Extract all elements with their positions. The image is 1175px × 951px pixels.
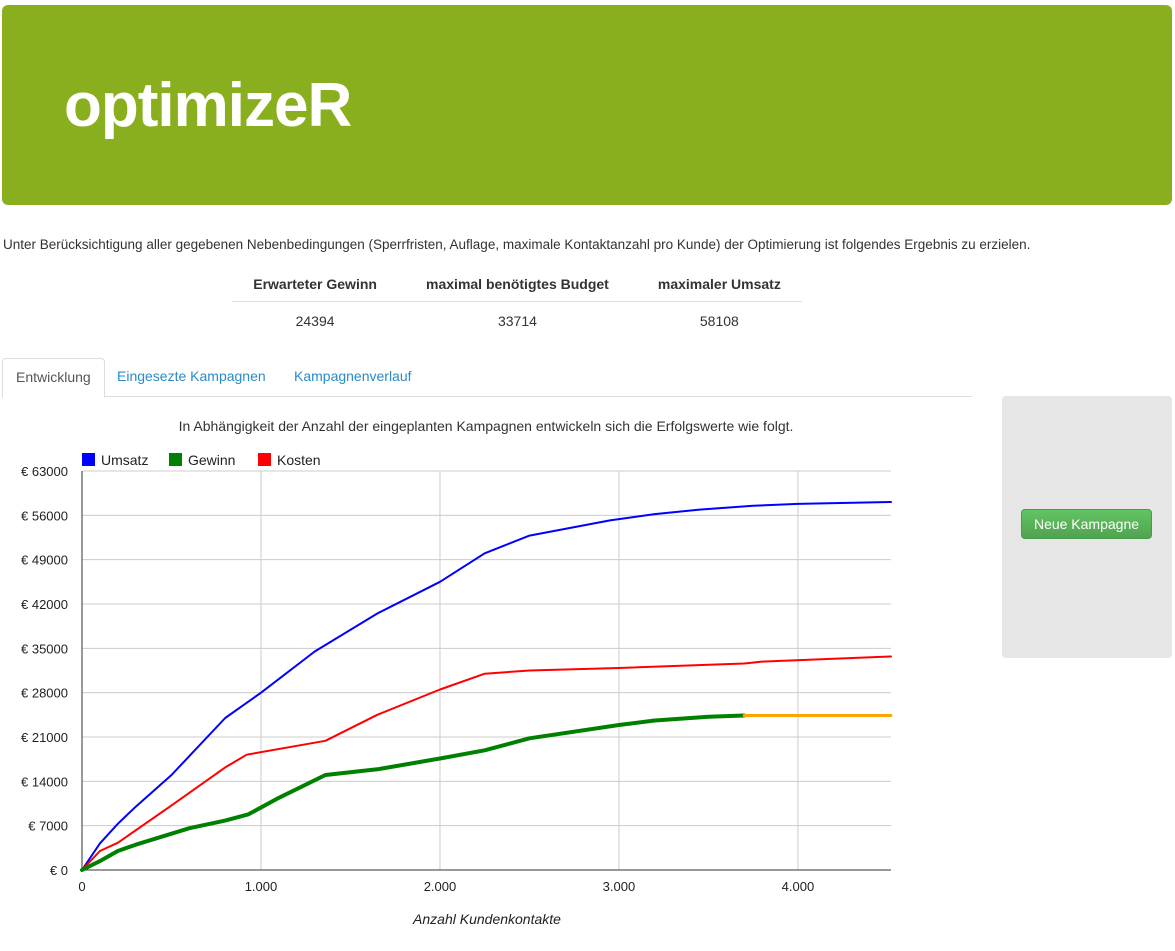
legend-swatch-kosten <box>258 453 271 466</box>
series-line-gewinn <box>80 713 747 872</box>
y-tick-label: € 21000 <box>21 730 68 745</box>
y-tick-label: € 28000 <box>21 686 68 701</box>
summary-value-row: 24394 33714 58108 <box>232 302 802 340</box>
y-tick-label: € 35000 <box>21 641 68 656</box>
legend-label-kosten: Kosten <box>277 452 321 468</box>
chart-caption: In Abhängigkeit der Anzahl der eingeplan… <box>178 418 794 434</box>
app-header: optimizeR <box>2 5 1172 205</box>
development-chart: € 0 € 7000 € 14000 € 21000 € 28000 € 35000 € 4… <box>21 452 893 927</box>
value-max-revenue: 58108 <box>699 312 739 329</box>
y-tick-label: € 49000 <box>21 553 68 568</box>
value-max-budget: 33714 <box>497 312 537 329</box>
x-axis-title: Anzahl Kundenkontakte <box>412 911 561 927</box>
legend-label-umsatz: Umsatz <box>101 452 148 468</box>
tab-eingesezte-kampagnen[interactable]: Eingesezte Kampagnen <box>117 368 266 384</box>
y-tick-label: € 14000 <box>21 774 68 789</box>
series-line-kosten <box>81 655 892 871</box>
legend-label-gewinn: Gewinn <box>188 452 235 468</box>
y-tick-label: € 42000 <box>21 597 68 612</box>
header-max-budget: maximal benötigtes Budget <box>398 266 637 302</box>
summary-header-row: Erwarteter Gewinn maximal benötigtes Bud… <box>232 266 802 302</box>
series-line-umsatz <box>81 501 892 871</box>
intro-text: Unter Berücksichtigung aller gegebenen N… <box>3 237 1031 252</box>
x-tick-label: 1.000 <box>245 879 278 894</box>
tab-bar: Entwicklung Eingesezte Kampagnen Kampagn… <box>2 358 972 398</box>
value-expected-profit: 24394 <box>295 312 335 329</box>
header-expected-profit: Erwarteter Gewinn <box>232 266 399 302</box>
y-tick-label: € 56000 <box>21 508 68 523</box>
summary-table: Erwarteter Gewinn maximal benötigtes Bud… <box>232 266 802 339</box>
legend-swatch-umsatz <box>82 453 95 466</box>
legend-swatch-gewinn <box>169 453 182 466</box>
x-tick-label: 2.000 <box>424 879 457 894</box>
tab-entwicklung[interactable]: Entwicklung <box>2 358 105 398</box>
y-tick-label: € 0 <box>50 863 68 878</box>
app-title: optimizeR <box>64 71 352 140</box>
side-panel: Neue Kampagne <box>1002 396 1172 658</box>
x-tick-label: 4.000 <box>782 879 815 894</box>
y-tick-label: € 7000 <box>28 819 68 834</box>
header-max-revenue: maximaler Umsatz <box>636 266 802 302</box>
x-tick-label: 3.000 <box>603 879 636 894</box>
x-tick-label: 0 <box>78 879 85 894</box>
y-tick-label: € 63000 <box>21 464 68 479</box>
new-campaign-button[interactable]: Neue Kampagne <box>1021 509 1152 539</box>
tab-kampagnenverlauf[interactable]: Kampagnenverlauf <box>294 368 412 384</box>
